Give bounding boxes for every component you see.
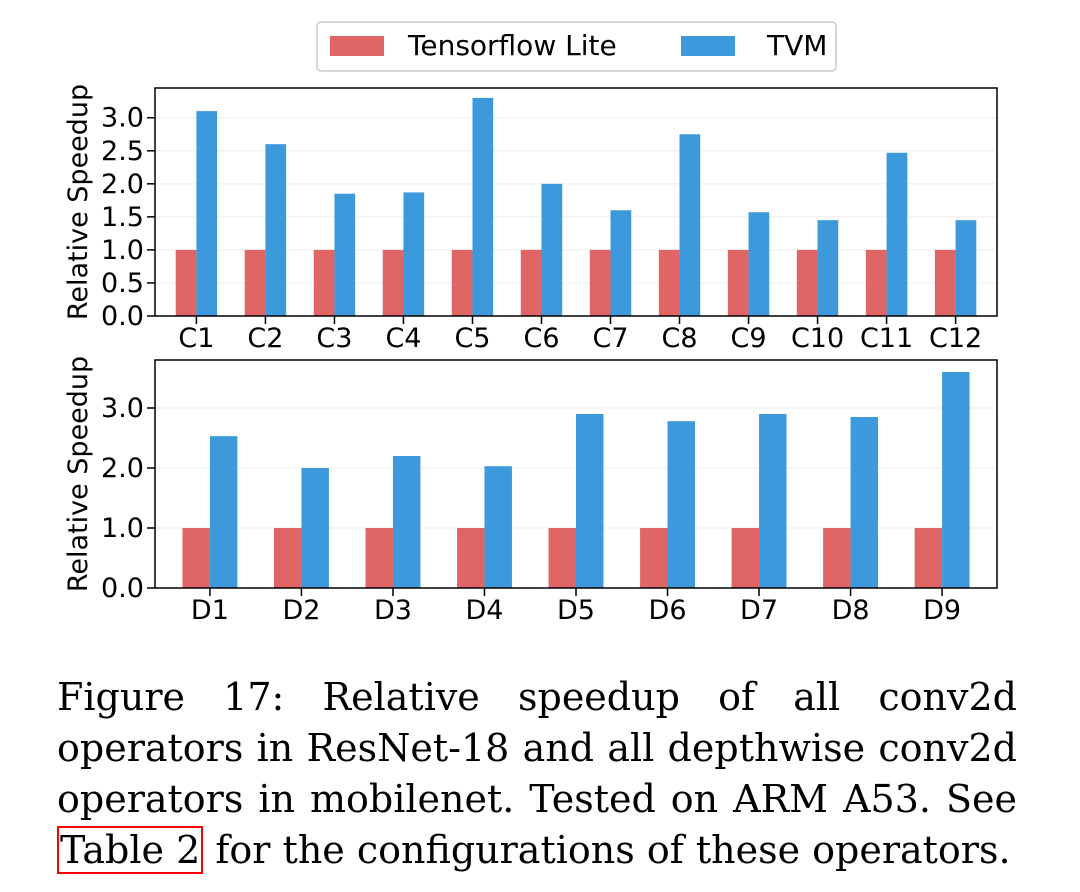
x-tick-label: C7 [592, 323, 628, 354]
bar-tflite-c9 [727, 249, 749, 316]
bar-tvm-c9 [748, 212, 770, 316]
x-tick-label: D4 [465, 595, 503, 626]
x-tick-label: C8 [662, 323, 698, 354]
x-tick-label: C3 [316, 323, 352, 354]
bar-tvm-d6 [667, 421, 695, 588]
bar-tvm-c8 [679, 134, 701, 316]
y-axis-label: Relative Speedup [63, 356, 94, 592]
bar-tflite-c5 [451, 249, 473, 316]
x-tick-label: C5 [454, 323, 490, 354]
x-axis-ticks: C1 C2 C3 C4 C5 C6 C7 C8 C9 C10 C11 C12 [178, 316, 982, 354]
bar-tflite-c1 [175, 249, 197, 316]
bar-tflite-c10 [796, 249, 818, 316]
y-tick-label: 1.0 [101, 235, 144, 266]
plot-frame [154, 87, 998, 317]
bar-tvm-d5 [576, 414, 604, 588]
bars [182, 372, 970, 588]
x-tick-label: C4 [385, 323, 421, 354]
y-axis-label: Relative Speedup [63, 84, 94, 320]
bar-tvm-d9 [942, 372, 970, 588]
x-tick-label: D7 [740, 595, 778, 626]
caption-text-after: for the configurations of these operator… [203, 828, 1011, 872]
chart-top-conv2d: 0.00.51.01.52.02.53.0 C1 C2 C3 C4 C5 C6 C7 C8 C9… [63, 84, 998, 354]
legend-label-tflite: Tensorflow Lite [407, 29, 617, 62]
y-axis-ticks: 0.00.51.01.52.02.53.0 [101, 103, 155, 332]
bar-tflite-d1 [182, 528, 210, 588]
chart-bottom-depthwise: 0.0 1.0 2.0 3.0 D1 D2 D3 D4 D5 D6 D7 D8 D9 Relative… [63, 356, 998, 626]
bar-tvm-d8 [850, 417, 879, 588]
bar-tflite-c6 [520, 249, 542, 316]
bar-tvm-d2 [301, 468, 329, 588]
bar-tflite-d7 [731, 528, 760, 588]
x-tick-label: D5 [557, 595, 595, 626]
bar-tflite-d2 [273, 528, 302, 588]
bar-tvm-c5 [472, 97, 494, 316]
x-tick-label: D1 [191, 595, 229, 626]
x-tick-label: C12 [929, 323, 982, 354]
y-axis-ticks: 0.0 1.0 2.0 3.0 [101, 393, 155, 604]
bar-tflite-d8 [823, 528, 851, 588]
bar-tflite-d9 [914, 528, 943, 588]
y-tick-label: 0.0 [101, 301, 144, 332]
x-tick-label: C9 [731, 323, 767, 354]
y-tick-label: 2.0 [101, 453, 144, 484]
bar-tvm-c3 [334, 193, 356, 316]
bar-tflite-c12 [934, 249, 956, 316]
x-axis-ticks: D1 D2 D3 D4 D5 D6 D7 D8 D9 [191, 588, 961, 626]
x-tick-label: D2 [282, 595, 320, 626]
bar-tflite-c11 [865, 249, 887, 316]
x-tick-label: C1 [178, 323, 214, 354]
x-tick-label: C10 [791, 323, 844, 354]
bar-tflite-c4 [382, 249, 404, 316]
bar-tflite-c8 [658, 249, 680, 316]
bar-tvm-d4 [484, 466, 512, 588]
bar-tvm-c10 [817, 220, 839, 316]
caption-text-before: Figure 17: Relative speedup of all conv2… [57, 675, 1017, 821]
y-tick-label: 0.5 [101, 268, 144, 299]
x-tick-label: D6 [649, 595, 687, 626]
bar-tflite-d5 [548, 528, 576, 588]
table-2-link[interactable]: Table 2 [57, 826, 204, 874]
bar-tvm-c4 [403, 192, 425, 316]
bar-tvm-c1 [196, 111, 218, 316]
x-tick-label: D9 [923, 595, 961, 626]
y-tick-label: 2.5 [101, 136, 144, 167]
x-tick-label: C6 [523, 323, 559, 354]
legend-swatch-tflite [330, 36, 384, 56]
bar-tflite-d6 [640, 528, 668, 588]
bar-tvm-c2 [265, 144, 287, 316]
bar-tflite-d4 [457, 528, 485, 588]
y-tick-label: 1.0 [101, 513, 144, 544]
bar-tvm-d7 [759, 414, 787, 588]
y-tick-label: 1.5 [101, 202, 144, 233]
legend: Tensorflow Lite TVM [316, 21, 837, 72]
x-tick-label: C2 [247, 323, 283, 354]
y-tick-label: 3.0 [101, 393, 144, 424]
bar-tflite-c7 [589, 249, 611, 316]
bar-tvm-c7 [610, 210, 632, 316]
bar-tflite-d3 [365, 528, 393, 588]
bar-tflite-c3 [313, 249, 335, 316]
figure-caption: Figure 17: Relative speedup of all conv2… [57, 672, 1017, 876]
x-tick-label: C11 [860, 323, 913, 354]
bar-tvm-c6 [541, 183, 563, 316]
x-tick-label: D8 [832, 595, 870, 626]
legend-label-tvm: TVM [766, 29, 827, 62]
y-tick-label: 2.0 [101, 169, 144, 200]
x-tick-label: D3 [374, 595, 412, 626]
y-tick-label: 3.0 [101, 103, 144, 134]
legend-box [316, 21, 837, 72]
legend-swatch-tvm [681, 36, 735, 56]
bars [175, 97, 977, 316]
bar-tvm-c12 [955, 220, 977, 316]
bar-tvm-d3 [392, 456, 421, 588]
y-tick-label: 0.0 [101, 573, 144, 604]
bar-tvm-c11 [886, 152, 908, 316]
bar-tflite-c2 [244, 249, 266, 316]
bar-tvm-d1 [209, 436, 238, 588]
